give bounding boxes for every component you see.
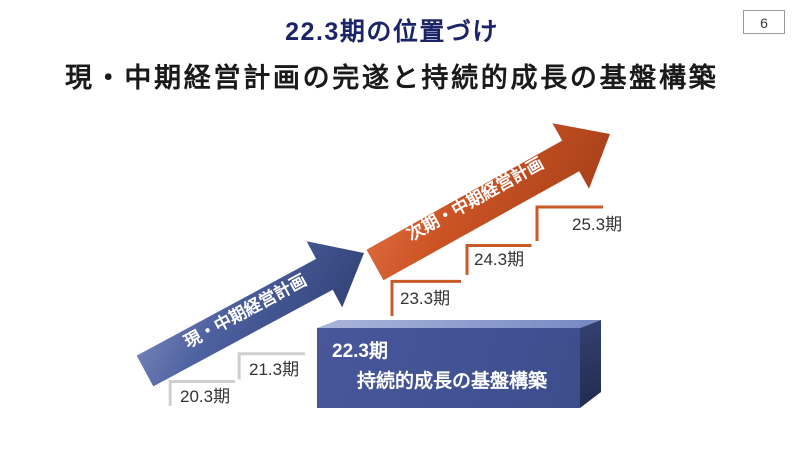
svg-text:24.3期: 24.3期: [474, 250, 524, 269]
svg-text:21.3期: 21.3期: [249, 360, 299, 379]
svg-text:25.3期: 25.3期: [572, 215, 622, 234]
svg-text:22.3期: 22.3期: [332, 340, 388, 362]
svg-text:持続的成長の基盤構築: 持続的成長の基盤構築: [357, 369, 548, 392]
svg-text:20.3期: 20.3期: [180, 387, 230, 406]
svg-text:23.3期: 23.3期: [400, 289, 450, 308]
